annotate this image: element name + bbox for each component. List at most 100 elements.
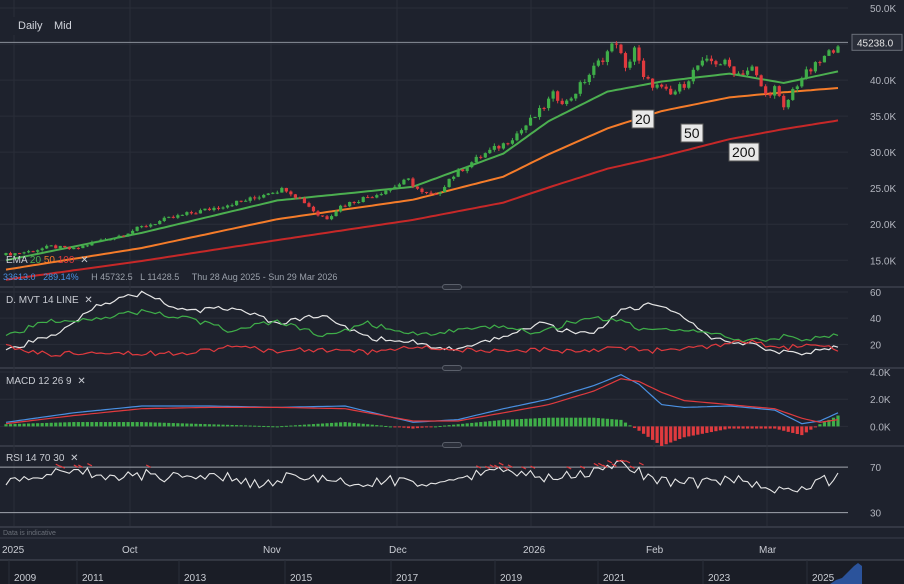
- ema-legend-p2: 50: [43, 255, 55, 266]
- candle-body: [601, 60, 605, 62]
- candle-body: [22, 252, 26, 254]
- macd-histogram-bar: [474, 422, 478, 427]
- macd-histogram-bar: [578, 417, 582, 427]
- candle-body: [569, 98, 573, 101]
- candle-body: [230, 205, 234, 207]
- macd-histogram-bar: [280, 426, 284, 428]
- macd-histogram-bar: [402, 426, 406, 428]
- candle-body: [198, 210, 203, 214]
- close-ema-icon[interactable]: ✕: [80, 255, 89, 266]
- macd-y-label: 0.0K: [870, 422, 891, 433]
- macd-histogram-bar: [36, 423, 40, 427]
- macd-histogram-bar: [515, 419, 519, 427]
- macd-histogram-bar: [235, 425, 239, 427]
- macd-histogram-bar: [809, 426, 813, 430]
- candle-body: [108, 239, 112, 241]
- navigator-mini-series: [830, 563, 862, 584]
- candle-body: [85, 245, 89, 247]
- navigator-year-label: 2013: [184, 573, 207, 584]
- macd-histogram-bar: [691, 426, 695, 436]
- pane-resize-handle-2[interactable]: [442, 365, 462, 371]
- rsi-overbought-segment: [489, 464, 495, 468]
- candle-body: [121, 235, 126, 237]
- candle-body: [144, 226, 148, 228]
- rsi-y-label: 30: [870, 509, 882, 520]
- candle-body: [628, 61, 632, 68]
- candle-body: [27, 251, 31, 253]
- interval-selector[interactable]: Daily: [12, 17, 49, 35]
- navigator-year-label: 2023: [708, 573, 731, 584]
- candle-body: [176, 215, 180, 218]
- candle-body: [411, 178, 415, 187]
- macd-histogram-bar: [510, 419, 515, 427]
- ema-200-annotation-box: [728, 142, 760, 162]
- candle-body: [402, 179, 406, 185]
- macd-histogram-bar: [121, 422, 126, 427]
- rsi-overbought-segment: [598, 462, 604, 467]
- close-macd-icon[interactable]: ✕: [77, 376, 86, 387]
- macd-histogram-bar: [727, 426, 732, 429]
- dmvt-white-line: [5, 290, 839, 356]
- candle-body: [777, 86, 781, 96]
- candle-body: [298, 197, 302, 199]
- macd-histogram-bar: [262, 425, 266, 427]
- macd-histogram-bar: [72, 422, 76, 427]
- macd-y-label: 4.0K: [870, 368, 891, 379]
- x-tick-label: Oct: [122, 545, 138, 556]
- macd-histogram-bar: [76, 422, 80, 427]
- candle-body: [696, 65, 700, 70]
- macd-histogram-bar: [605, 418, 609, 427]
- candle-body: [519, 130, 524, 134]
- macd-histogram-bar: [641, 426, 646, 434]
- candle-body: [660, 84, 664, 87]
- macd-histogram-bar: [461, 423, 465, 427]
- macd-histogram-bar: [773, 426, 777, 429]
- candle-body: [153, 224, 157, 226]
- rsi-overbought-segment: [485, 465, 491, 470]
- ohlc-v1: 33613.0: [3, 272, 36, 282]
- candle-body: [49, 245, 53, 247]
- candle-body: [375, 195, 379, 198]
- macd-histogram-bar: [357, 423, 361, 427]
- candle-body: [782, 95, 786, 108]
- macd-histogram-bar: [565, 417, 569, 427]
- macd-histogram-bar: [619, 419, 623, 427]
- pane-resize-handle-1[interactable]: [442, 284, 462, 290]
- macd-histogram-bar: [501, 419, 505, 427]
- candle-body: [556, 91, 560, 101]
- data-note: Data is indicative: [3, 530, 56, 537]
- close-dmvt-icon[interactable]: ✕: [84, 295, 93, 306]
- macd-histogram-bar: [795, 426, 799, 435]
- candle-body: [406, 178, 411, 180]
- candle-body: [31, 251, 35, 253]
- rsi-overbought-segment: [78, 464, 84, 468]
- price-type-selector[interactable]: Mid: [48, 17, 78, 35]
- candle-body: [239, 200, 243, 202]
- rsi-overbought-segment: [638, 462, 644, 466]
- candles: [4, 41, 840, 257]
- dmvt-legend-p2: LINE: [56, 295, 79, 306]
- ohlc-low: L 11428.5: [140, 272, 180, 282]
- macd-histogram-bar: [433, 426, 438, 428]
- candle-body: [194, 213, 198, 215]
- macd-histogram-bar: [755, 426, 759, 429]
- macd-histogram-bar: [108, 422, 112, 427]
- macd-histogram-bar: [637, 426, 641, 431]
- candle-body: [610, 43, 614, 52]
- pane-resize-handle-3[interactable]: [442, 442, 462, 448]
- candle-body: [334, 211, 338, 217]
- navigator-year-label: 2019: [500, 573, 523, 584]
- candle-body: [714, 61, 718, 65]
- candle-body: [510, 140, 515, 144]
- candle-body: [691, 69, 695, 82]
- candle-body: [483, 153, 487, 158]
- candle-body: [135, 226, 139, 231]
- candle-body: [343, 205, 347, 207]
- macd-histogram-bar: [275, 426, 279, 428]
- macd-histogram-bar: [655, 426, 659, 443]
- macd-histogram-bar: [293, 425, 297, 427]
- macd-histogram-bar: [479, 422, 483, 427]
- close-rsi-icon[interactable]: ✕: [70, 453, 79, 464]
- macd-histogram-bar: [632, 426, 637, 429]
- candle-body: [551, 91, 555, 99]
